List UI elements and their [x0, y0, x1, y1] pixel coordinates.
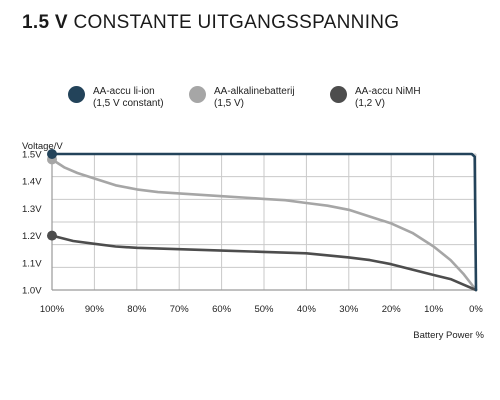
x-tick-label: 10% — [424, 304, 444, 315]
y-axis-title: Voltage/V — [22, 141, 63, 152]
legend-item-li-ion: AA-accu li-ion (1,5 V constant) — [68, 86, 164, 110]
series-start-point-aa-accu-li-ion — [47, 149, 57, 159]
x-tick-label: 0% — [469, 304, 483, 315]
series-start-point-aa-accu-nimh — [47, 230, 57, 241]
legend-swatch-li-ion — [68, 86, 85, 103]
x-tick-label: 100% — [40, 304, 65, 315]
y-tick-label: 1.0V — [22, 286, 42, 297]
x-axis-title: Battery Power % — [413, 330, 484, 341]
x-tick-label: 70% — [170, 304, 190, 315]
x-tick-label: 40% — [297, 304, 317, 315]
series-line-aa-alkalinebatterij — [50, 158, 478, 292]
x-tick-label: 80% — [127, 304, 147, 315]
legend-sub-alkaline: (1,5 V) — [214, 98, 245, 109]
series-line-aa-accu-nimh — [50, 234, 478, 292]
legend-sub-li-ion: (1,5 V constant) — [93, 98, 164, 109]
x-tick-label: 50% — [254, 304, 274, 315]
series-line-aa-accu-li-ion — [50, 152, 478, 292]
legend-swatch-alkaline — [189, 86, 206, 103]
x-tick-label: 60% — [212, 304, 232, 315]
y-tick-label: 1.3V — [22, 204, 42, 215]
y-tick-label: 1.5V — [22, 150, 42, 161]
x-tick-label: 20% — [382, 304, 402, 315]
y-tick-label: 1.4V — [22, 177, 42, 188]
x-tick-label: 30% — [339, 304, 359, 315]
legend-sub-nimh: (1,2 V) — [355, 98, 386, 109]
y-tick-label: 1.1V — [22, 258, 42, 269]
chart-title-voltage: 1.5 V — [22, 12, 68, 33]
chart-title: 1.5 V CONSTANTE UITGANGSSPANNING — [22, 12, 399, 34]
legend-item-nimh: AA-accu NiMH (1,2 V) — [330, 86, 421, 110]
y-tick-label: 1.2V — [22, 231, 42, 242]
legend-item-alkaline: AA-alkalinebatterij (1,5 V) — [189, 86, 295, 110]
legend-label-li-ion: AA-accu li-ion — [93, 86, 155, 97]
legend-label-nimh: AA-accu NiMH — [355, 86, 421, 97]
legend-label-alkaline: AA-alkalinebatterij — [214, 86, 295, 97]
legend-swatch-nimh — [330, 86, 347, 103]
chart-title-text: CONSTANTE UITGANGSSPANNING — [73, 12, 400, 33]
x-tick-label: 90% — [85, 304, 105, 315]
